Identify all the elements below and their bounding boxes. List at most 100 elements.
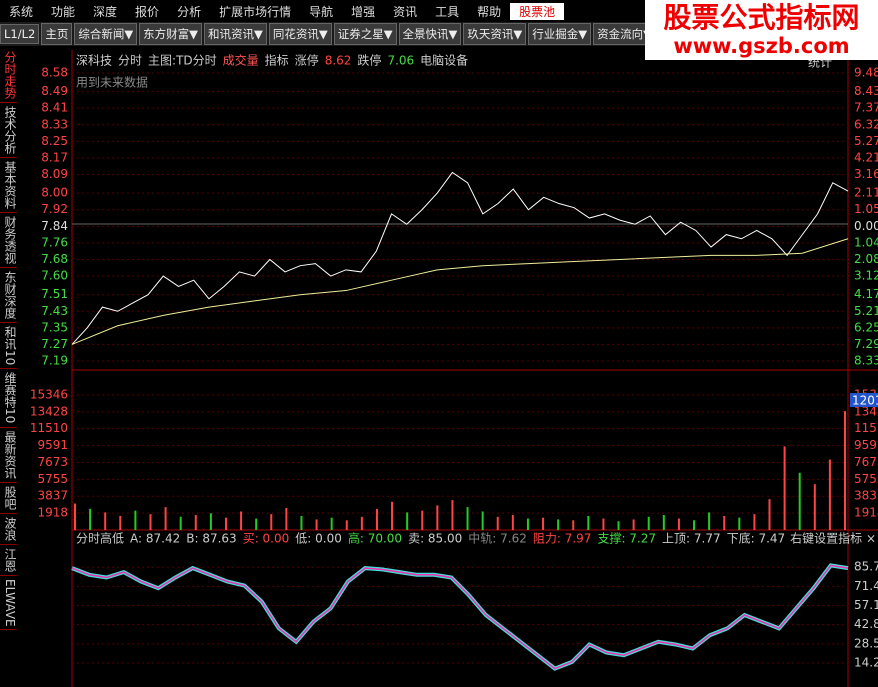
side-tab[interactable]: 江恩 [0, 545, 17, 576]
side-tab[interactable]: 波浪 [0, 514, 17, 545]
side-tab[interactable]: 东财深度 [0, 268, 17, 323]
volume-tick-label-right: 7673 [854, 455, 878, 469]
volume-tick-label-right: 9591 [854, 438, 878, 452]
side-tab[interactable]: 最新资讯 [0, 428, 17, 483]
volume-tick-label-right: 11510 [854, 421, 878, 435]
menu-item[interactable]: 股票池 [510, 2, 565, 20]
pct-label: 4.17% [854, 287, 878, 301]
menu-item[interactable]: 资讯 [393, 4, 418, 19]
indicator-header: 上顶: 7.77 [662, 532, 721, 546]
menu-item[interactable]: 深度 [93, 4, 118, 19]
side-tab[interactable]: 维赛特10 [0, 369, 17, 428]
header-text: 电脑设备 [420, 54, 468, 68]
header-text: 涨停 [295, 53, 319, 68]
side-tab[interactable]: 技术分析 [0, 103, 17, 158]
indicator-header: B: 87.63 [186, 532, 236, 546]
pct-label: 3.16% [854, 167, 878, 181]
pct-label: 0.00% [854, 219, 878, 233]
indicator-header: 高: 70.00 [348, 531, 402, 546]
pct-label: 9.48% [854, 66, 878, 80]
indicator-tick-label: 42.8 [854, 617, 878, 631]
price-tick-label: 7.51 [41, 287, 68, 301]
header-text: 深科技 [76, 54, 112, 68]
tab[interactable]: 玖天资讯▼ [463, 23, 527, 45]
price-tick-label: 8.49 [41, 84, 68, 98]
menu-item[interactable]: 分析 [177, 4, 202, 19]
tab[interactable]: 全景快讯▼ [398, 23, 462, 45]
pct-label: 6.32% [854, 117, 878, 131]
price-tick-label: 8.09 [41, 167, 68, 181]
menu-item[interactable]: 增强 [351, 4, 376, 19]
price-tick-label: 7.43 [41, 304, 68, 318]
indicator-tick-label: 85.7 [854, 560, 878, 574]
menu-item[interactable]: 系统 [9, 4, 34, 19]
pct-label: 3.12% [854, 269, 878, 283]
tab[interactable]: L1/L2 [0, 24, 40, 44]
side-tab[interactable]: 股吧 [0, 483, 17, 514]
menu-item[interactable]: 报价 [135, 4, 160, 19]
indicator-line-a [71, 563, 849, 671]
indicator-header: 买: 0.00 [243, 532, 290, 546]
indicator-tick-label: 28.5 [854, 636, 878, 650]
price-tick-label: 8.33 [41, 117, 68, 131]
menu-item[interactable]: 工具 [435, 4, 460, 19]
price-tick-label: 8.41 [41, 101, 68, 115]
tab[interactable]: 行业掘金▼ [528, 23, 592, 45]
side-tab[interactable]: 分时走势 [0, 48, 17, 103]
volume-tick-label-right: 3837 [854, 489, 878, 503]
price-tick-label: 7.76 [41, 235, 68, 249]
volume-tick-label-right: 5755 [854, 472, 878, 486]
indicator-header: 中轨: 7.62 [468, 531, 527, 546]
sidebar: 分时走势 技术分析 基本资料 财务透视 东财深度 和讯10 维赛特10 最新资讯 股吧 波浪 江恩 E… [0, 48, 17, 687]
indicator-setting[interactable]: 右键设置指标 × [790, 531, 876, 546]
price-tick-label: 8.58 [41, 66, 68, 80]
indicator-header: 分时高低 [76, 531, 124, 546]
pct-label: 8.43% [854, 84, 878, 98]
volume-tick-label: 13428 [30, 404, 68, 418]
menu-item[interactable]: 导航 [309, 4, 334, 19]
indicator-tick-label: 14.2 [854, 655, 878, 669]
pct-label: 2.11% [854, 186, 878, 200]
side-tab[interactable]: 基本资料 [0, 158, 17, 213]
price-tick-label: 7.60 [41, 269, 68, 283]
menu-item[interactable]: 功能 [51, 4, 76, 19]
price-tick-label: 7.35 [41, 320, 68, 334]
volume-tick-label: 9591 [37, 438, 68, 452]
price-tick-label: 7.92 [41, 202, 68, 216]
indicator-header: 低: 0.00 [295, 532, 342, 546]
pct-label: 1.04% [854, 235, 878, 249]
pct-label: 6.25% [854, 320, 878, 334]
pct-label: 5.27% [854, 134, 878, 148]
tab[interactable]: 综合新闻▼ [74, 23, 138, 45]
tab[interactable]: 证券之星▼ [333, 23, 397, 45]
indicator-tick-label: 71.4 [854, 579, 878, 593]
tab[interactable]: 和讯资讯▼ [204, 23, 267, 45]
price-tick-label: 7.68 [41, 252, 68, 266]
header-text: 跌停 [357, 53, 381, 68]
note: 用到未来数据 [76, 75, 148, 90]
pct-label: 5.21% [854, 304, 878, 318]
menu-item[interactable]: 帮助 [477, 4, 502, 19]
side-tab[interactable]: ELWAVE [0, 576, 17, 631]
indicator-header: 卖: 85.00 [408, 532, 462, 546]
indicator-header: A: 87.42 [130, 532, 180, 546]
volume-tick-label-right: 1918 [854, 506, 878, 520]
price-tick-label: 7.27 [41, 337, 68, 351]
watermark-title: 股票公式指标网 [663, 1, 860, 34]
indicator-header: 阻力: 7.97 [533, 532, 592, 546]
pct-label: 2.08% [854, 252, 878, 266]
side-tab[interactable]: 和讯10 [0, 323, 17, 370]
menu-item[interactable]: 扩展市场行情 [219, 4, 292, 19]
tab[interactable]: 同花资讯▼ [268, 23, 332, 45]
side-tab[interactable]: 财务透视 [0, 213, 17, 268]
tab[interactable]: 东方财富▼ [139, 23, 203, 45]
price-tick-label: 7.84 [41, 219, 68, 233]
watermark-url: www.gszb.com [673, 34, 850, 58]
tab[interactable]: 主页 [41, 23, 73, 45]
volume-tick-label: 5755 [37, 472, 68, 486]
header-text: 指标 [265, 53, 289, 68]
volume-badge: 1201 [852, 394, 878, 408]
avg-line [71, 238, 849, 345]
